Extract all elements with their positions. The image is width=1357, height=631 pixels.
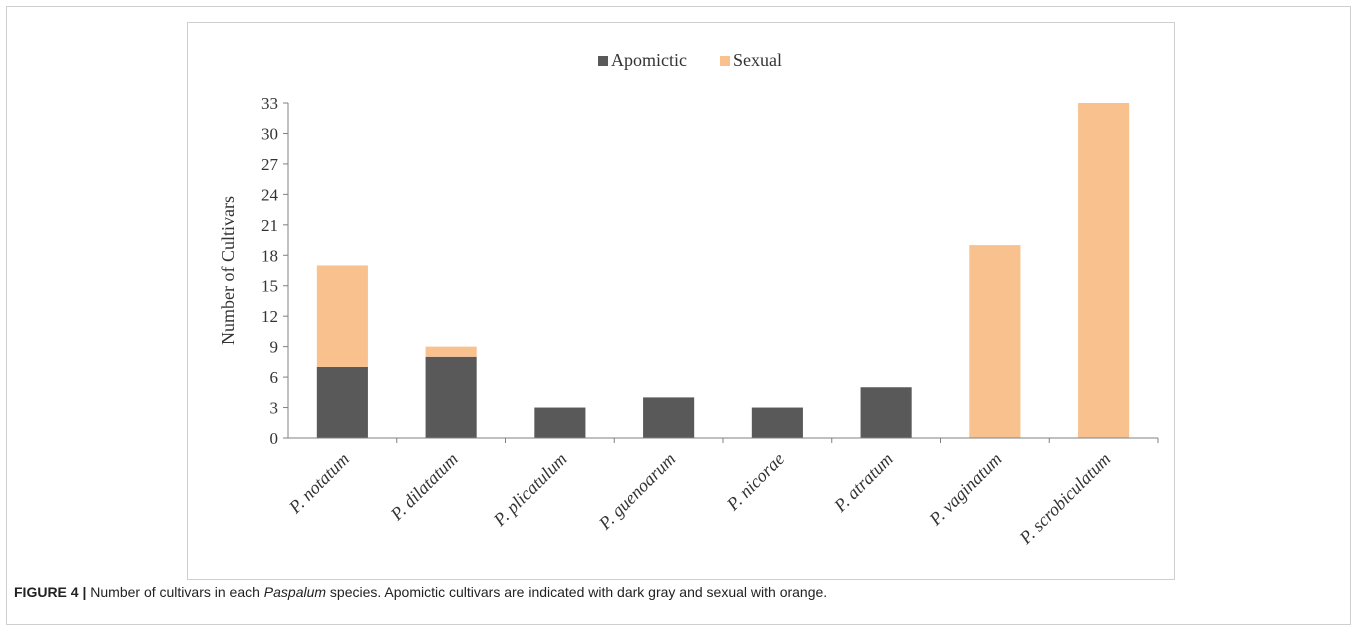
x-category-label: P. nicorae: [722, 449, 788, 515]
x-category-label: P. scrobiculatum: [1015, 449, 1115, 549]
figure-frame: 0 3 6 9 12 15 18 21 24 27 30 33 Number of Cultivars P…: [6, 6, 1351, 625]
y-tick-label: 15: [261, 277, 278, 296]
figure-caption: FIGURE 4 | Number of cultivars in each P…: [14, 584, 1334, 600]
bar-sexual-7: [969, 245, 1021, 438]
chart-container: 0 3 6 9 12 15 18 21 24 27 30 33 Number of Cultivars P…: [187, 22, 1175, 580]
stacked-bar-chart: 0 3 6 9 12 15 18 21 24 27 30 33 Number of Cultivars P…: [218, 50, 1159, 549]
y-axis-title: Number of Cultivars: [218, 196, 238, 345]
caption-label: FIGURE 4 |: [14, 584, 87, 600]
legend-swatch-apomictic: [598, 56, 608, 66]
legend-swatch-sexual: [720, 56, 730, 66]
caption-text-after: species. Apomictic cultivars are indicat…: [326, 584, 828, 600]
bar-apomictic-1: [316, 366, 368, 438]
x-category-label: P. vaginatum: [925, 449, 1006, 530]
bar-apomictic-2: [425, 356, 477, 438]
bar-sexual-8: [1078, 103, 1130, 438]
y-tick-label: 24: [261, 185, 279, 204]
y-tick-label: 21: [261, 216, 278, 235]
y-tick-label: 3: [270, 399, 279, 418]
caption-text-before: Number of cultivars in each: [86, 584, 264, 600]
x-category-label: P. atratum: [829, 449, 897, 517]
bar-sexual-1: [316, 265, 368, 367]
x-category-label: P. plicatulum: [489, 449, 571, 531]
y-tick-label: 33: [261, 94, 278, 113]
y-tick-label: 30: [261, 124, 278, 143]
bar-sexual-2: [425, 346, 477, 357]
y-tick-label: 12: [261, 307, 278, 326]
bar-apomictic-6: [860, 387, 912, 438]
y-tick-label: 18: [261, 246, 278, 265]
caption-italic-term: Paspalum: [263, 584, 327, 600]
x-category-label: P. notatum: [284, 449, 353, 518]
bar-apomictic-5: [751, 407, 803, 438]
y-tick-label: 27: [261, 155, 279, 174]
legend-label-apomictic: Apomictic: [611, 50, 687, 70]
y-tick-label: 9: [270, 338, 279, 357]
y-tick-label: 0: [270, 429, 279, 448]
x-category-label: P. guenoarum: [594, 449, 679, 534]
legend-label-sexual: Sexual: [733, 50, 782, 70]
y-tick-label: 6: [270, 368, 279, 387]
bar-apomictic-4: [643, 397, 695, 438]
x-category-label: P. dilatatum: [386, 449, 462, 525]
bar-apomictic-3: [534, 407, 586, 438]
